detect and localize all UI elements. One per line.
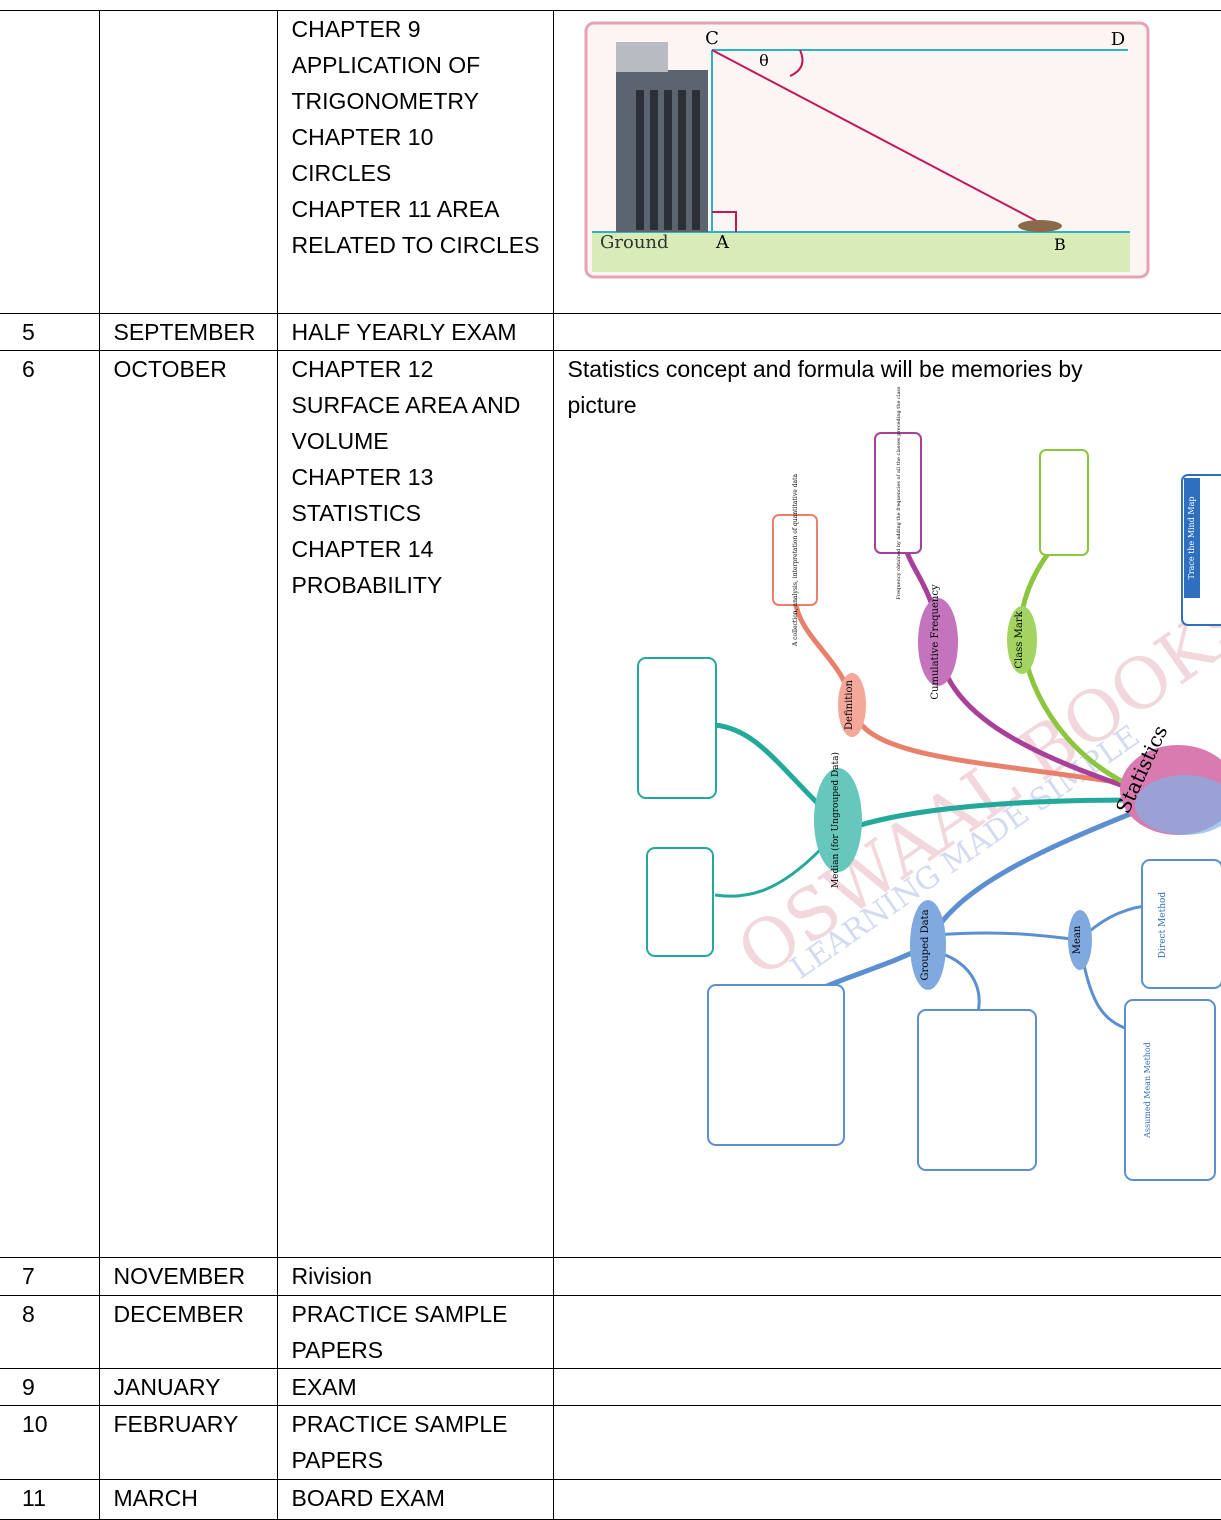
label-theta: θ	[759, 51, 769, 70]
node-label: Median (for Ungrouped Data)	[830, 752, 841, 888]
node-label: Grouped Data	[920, 909, 931, 980]
mind-map: OSWAAL BOOKS LEARNING MADE SIMPLE	[638, 386, 1221, 1180]
label-a: A	[715, 232, 730, 253]
label-c: C	[705, 28, 719, 49]
node-label: Definition	[844, 679, 855, 729]
person	[1018, 220, 1062, 232]
node-label: Cumulative Frequency	[930, 584, 941, 700]
label-ground: Ground	[600, 232, 669, 253]
trig-figure: C D θ Ground A B	[586, 23, 1148, 277]
box-label: A collection, analysis, interpretation o…	[792, 473, 799, 647]
building-top	[616, 42, 668, 72]
box-label: Trace the Mind Map	[1187, 497, 1196, 580]
box-label: Frequency obtained by adding the frequen…	[896, 386, 902, 600]
box-label: Direct Method	[1158, 892, 1168, 959]
ground	[592, 232, 1130, 272]
label-b: B	[1054, 235, 1066, 254]
label-d: D	[1111, 29, 1125, 50]
node-label: Mean	[1072, 925, 1083, 954]
box-label: Assumed Mean Method	[1143, 1042, 1152, 1139]
node-label: Class Mark	[1014, 610, 1025, 668]
